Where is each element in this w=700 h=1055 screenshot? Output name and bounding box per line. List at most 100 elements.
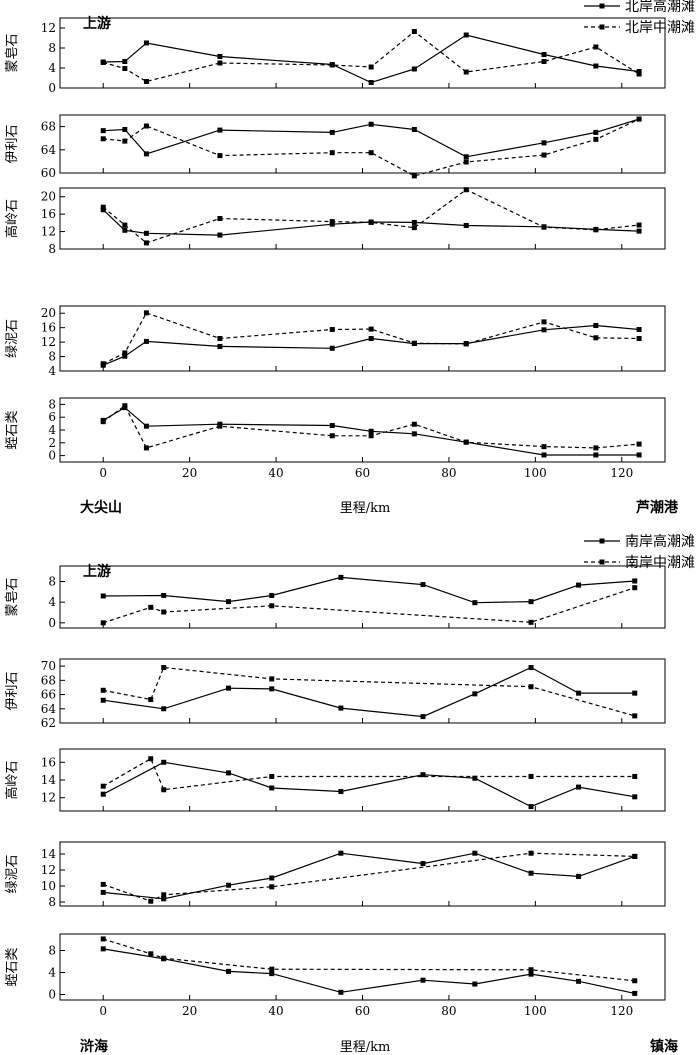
data-point	[636, 336, 642, 341]
data-point	[632, 690, 638, 696]
y-tick-label: 8	[48, 895, 56, 909]
data-point	[632, 585, 638, 591]
data-point	[269, 971, 275, 977]
data-point	[636, 116, 642, 122]
data-point	[593, 335, 599, 341]
data-point	[411, 29, 417, 34]
y-tick-label: 14	[41, 847, 57, 861]
data-point	[368, 121, 374, 127]
data-point	[636, 228, 642, 234]
data-point	[541, 224, 547, 230]
y-tick-label: 68	[41, 120, 56, 134]
data-point	[143, 445, 149, 451]
end-location-label: 芦潮港	[636, 499, 679, 516]
y-tick-label: 12	[41, 335, 56, 349]
panel-south-5: 0 4 8 蛭石类	[5, 933, 666, 1002]
y-axis-title: 伊利石	[5, 671, 20, 710]
data-point	[161, 609, 167, 615]
y-tick-label: 60	[41, 166, 56, 180]
data-point	[161, 759, 167, 765]
data-point	[269, 773, 275, 779]
data-point	[528, 967, 534, 973]
data-point	[122, 59, 128, 64]
data-point	[576, 690, 582, 696]
data-point	[143, 230, 149, 236]
y-tick-label: 0	[48, 81, 56, 95]
data-point	[636, 452, 642, 458]
legend-item: 南岸高潮滩	[584, 533, 695, 550]
x-tick-label: 0	[99, 1004, 107, 1018]
data-point	[541, 52, 547, 57]
data-point	[217, 216, 223, 221]
data-point	[420, 582, 426, 588]
data-point	[100, 204, 106, 210]
y-tick-label: 0	[48, 449, 56, 463]
upstream-label: 上游	[83, 563, 111, 580]
data-point	[411, 173, 417, 179]
data-point	[411, 66, 417, 72]
series-line	[102, 189, 640, 244]
data-point	[411, 127, 417, 132]
data-point	[143, 123, 149, 129]
data-point	[269, 785, 275, 791]
series-line	[103, 938, 635, 982]
y-tick-label: 20	[41, 306, 56, 320]
data-point	[593, 452, 599, 458]
data-point	[338, 705, 344, 711]
data-point	[122, 127, 128, 132]
data-point	[420, 861, 426, 867]
data-point	[338, 789, 344, 795]
data-point	[100, 419, 106, 425]
data-point	[368, 326, 374, 332]
data-point	[217, 336, 223, 341]
y-axis-title: 伊利石	[5, 124, 20, 163]
y-tick-label: 12	[41, 225, 56, 239]
y-axis-title: 蛭石类	[5, 947, 20, 986]
data-point	[217, 232, 223, 238]
y-tick-label: 62	[41, 716, 56, 730]
data-point	[122, 66, 128, 71]
data-point	[411, 225, 417, 231]
legend-marker	[599, 559, 605, 565]
data-point	[472, 850, 478, 856]
data-point	[226, 968, 232, 974]
data-point	[528, 773, 534, 779]
data-point	[100, 60, 106, 65]
data-point	[593, 136, 599, 142]
y-axis-title: 绿泥石	[5, 854, 20, 893]
data-point	[217, 343, 223, 349]
data-point	[632, 773, 638, 779]
data-point	[463, 341, 469, 347]
panel-frame	[59, 114, 666, 174]
y-tick-label: 66	[41, 688, 56, 702]
y-axis-title: 高岭石	[4, 760, 20, 799]
data-point	[636, 222, 642, 228]
y-tick-label: 8	[48, 41, 56, 55]
panel-south-4: 8 10 12 14 绿泥石	[5, 841, 666, 909]
chart-north: 04812蒙皂石606468伊利石8121620高岭石48121620绿泥石02…	[4, 0, 695, 516]
y-tick-label: 0	[48, 988, 56, 1002]
data-point	[411, 219, 417, 225]
data-point	[269, 884, 275, 890]
series-line	[102, 757, 635, 791]
series-line	[103, 587, 635, 624]
data-point	[161, 955, 167, 961]
data-point	[528, 971, 534, 977]
x-tick-label: 100	[524, 466, 547, 480]
data-point	[161, 665, 167, 671]
data-point	[636, 71, 642, 77]
data-point	[593, 227, 599, 233]
data-point	[576, 582, 582, 588]
panel-north-1: 0 4 8 12 蒙皂石	[5, 17, 666, 95]
legend-label: 北岸高潮滩	[625, 0, 695, 15]
data-point	[269, 686, 275, 692]
data-point	[576, 784, 582, 790]
data-point	[100, 783, 106, 789]
data-point	[329, 129, 335, 135]
x-tick-label: 120	[610, 1004, 633, 1018]
data-point	[420, 977, 426, 983]
data-point	[593, 44, 599, 50]
data-point	[269, 676, 275, 682]
